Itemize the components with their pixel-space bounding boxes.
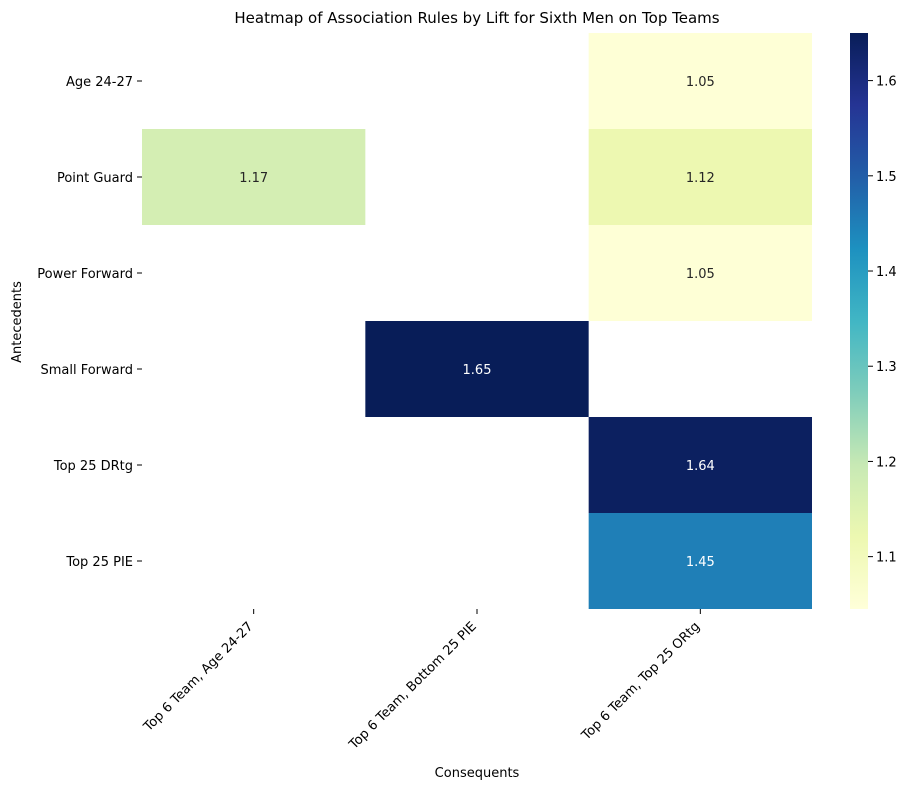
y-tick-label: Point Guard xyxy=(57,171,133,186)
y-tick-label: Top 25 PIE xyxy=(65,555,133,570)
cell-value-label: 1.05 xyxy=(686,75,715,90)
y-axis: Age 24-27 Point Guard Power Forward Small F… xyxy=(37,75,142,570)
colorbar-tick-label: 1.5 xyxy=(876,170,897,185)
heatmap-cell-labels: 1.05 1.17 1.12 1.05 1.65 1.64 1.45 xyxy=(239,75,715,570)
y-tick-label: Top 25 DRtg xyxy=(53,459,133,474)
heatmap-cell xyxy=(588,129,812,225)
y-tick-label: Age 24-27 xyxy=(66,75,133,90)
heatmap-cell xyxy=(142,129,366,225)
colorbar-tick-label: 1.2 xyxy=(876,455,897,470)
colorbar-tick-label: 1.1 xyxy=(876,551,897,566)
cell-value-label: 1.12 xyxy=(686,171,715,186)
heatmap-cell xyxy=(588,513,812,609)
heatmap-cell xyxy=(365,321,589,417)
colorbar-tick-label: 1.3 xyxy=(876,360,897,375)
x-axis: Top 6 Team, Age 24-27 Top 6 Team, Bottom … xyxy=(140,609,703,753)
x-tick-label: Top 6 Team, Bottom 25 PIE xyxy=(346,619,480,753)
x-tick-label: Top 6 Team, Top 25 ORtg xyxy=(578,619,703,744)
x-tick-label: Top 6 Team, Age 24-27 xyxy=(140,619,256,735)
colorbar-gradient xyxy=(850,33,868,609)
colorbar: 1.1 1.2 1.3 1.4 1.5 1.6 xyxy=(850,33,897,609)
cell-value-label: 1.45 xyxy=(686,555,715,570)
x-axis-label: Consequents xyxy=(435,766,520,781)
heatmap-cells xyxy=(142,33,812,609)
cell-value-label: 1.65 xyxy=(463,363,492,378)
heatmap-cell xyxy=(588,225,812,321)
cell-value-label: 1.64 xyxy=(686,459,715,474)
chart-title: Heatmap of Association Rules by Lift for… xyxy=(234,9,719,27)
colorbar-tick-label: 1.4 xyxy=(876,265,897,280)
cell-value-label: 1.17 xyxy=(239,171,268,186)
heatmap-cell xyxy=(588,417,812,513)
heatmap-cell xyxy=(588,33,812,129)
y-tick-label: Small Forward xyxy=(40,363,133,378)
y-axis-label: Antecedents xyxy=(10,281,25,363)
colorbar-tick-label: 1.6 xyxy=(876,75,897,90)
cell-value-label: 1.05 xyxy=(686,267,715,282)
y-tick-label: Power Forward xyxy=(37,267,133,282)
